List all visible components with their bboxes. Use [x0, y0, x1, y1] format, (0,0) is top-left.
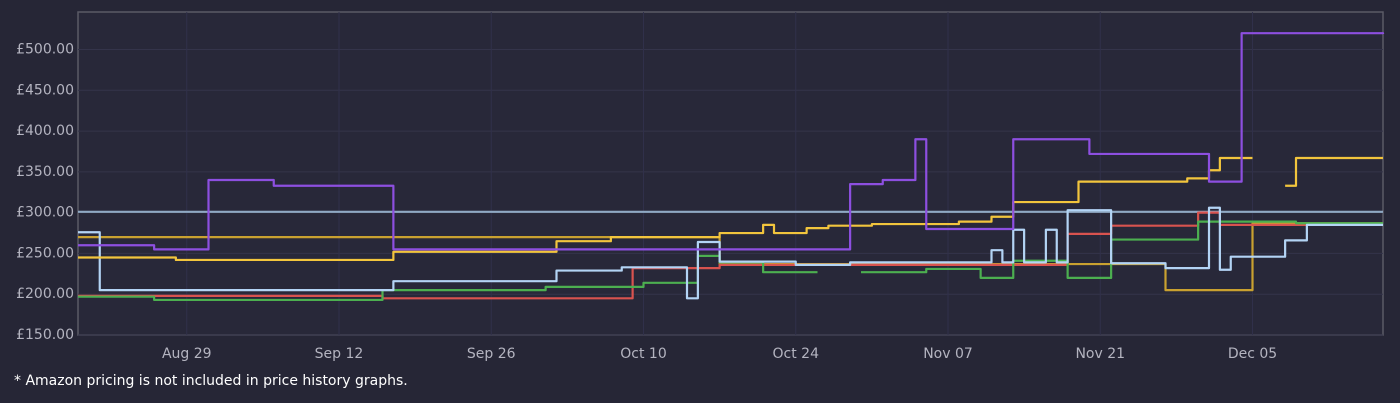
price-line: [78, 206, 1383, 300]
footnote: * Amazon pricing is not included in pric…: [14, 373, 408, 389]
price-line: [78, 32, 1385, 251]
y-tick-label: £200.00: [16, 286, 74, 302]
y-tick-label: £500.00: [16, 42, 74, 58]
price-line: [78, 156, 1383, 262]
x-tick-label: Sep 12: [315, 346, 364, 362]
x-tick-label: Aug 29: [162, 346, 212, 362]
y-tick-label: £300.00: [16, 205, 74, 221]
y-tick-label: £400.00: [16, 123, 74, 139]
x-tick-label: Dec 05: [1228, 346, 1277, 362]
x-tick-label: Oct 24: [773, 346, 820, 362]
plot-area: [77, 11, 1384, 336]
y-tick-label: £350.00: [16, 164, 74, 180]
x-tick-label: Sep 26: [467, 346, 516, 362]
x-tick-label: Nov 21: [1075, 346, 1125, 362]
y-tick-label: £450.00: [16, 82, 74, 98]
y-tick-label: £150.00: [16, 327, 74, 343]
y-tick-label: £250.00: [16, 245, 74, 261]
x-tick-label: Nov 07: [923, 346, 973, 362]
x-tick-label: Oct 10: [620, 346, 666, 362]
